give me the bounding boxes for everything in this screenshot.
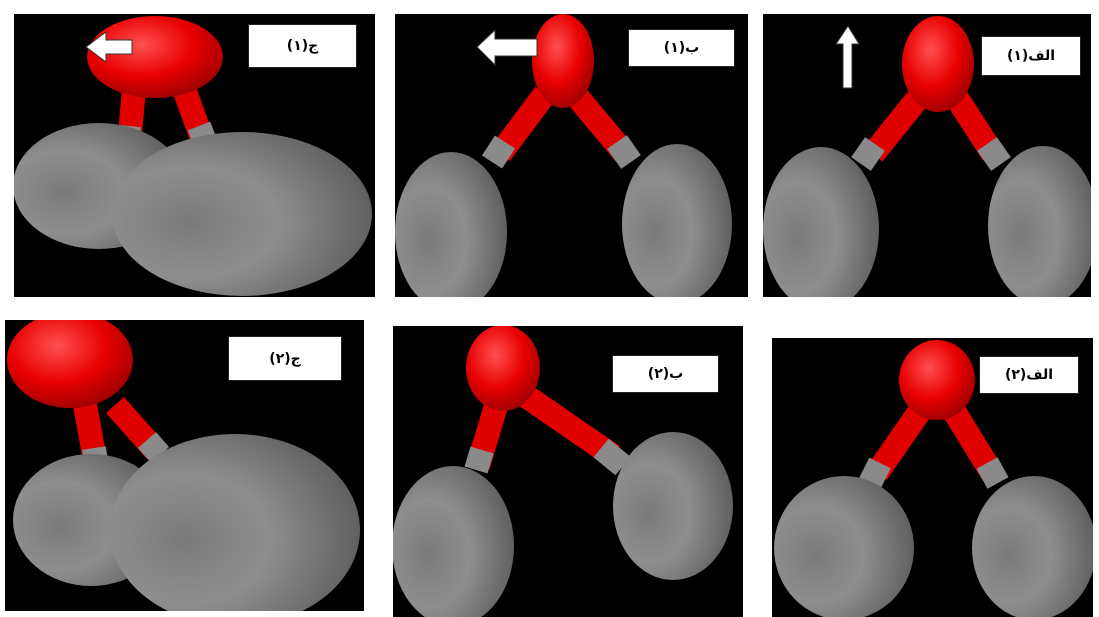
arrow-left-icon bbox=[476, 28, 538, 67]
panel-b2: ب(۲) bbox=[393, 326, 743, 617]
panel-b1: ب(۱) bbox=[395, 14, 748, 297]
panel-label-c1: ج(۱) bbox=[248, 24, 357, 68]
panel-label-b1: ب(۱) bbox=[628, 29, 735, 67]
panel-c1: ج(۱) bbox=[14, 14, 375, 297]
panel-label-b2: ب(۲) bbox=[612, 355, 719, 393]
panel-label-c2: ج(۲) bbox=[228, 336, 342, 381]
panel-a2: الف(۲) bbox=[772, 338, 1093, 617]
molecule-a2 bbox=[774, 340, 1093, 617]
panel-label-a2: الف(۲) bbox=[979, 356, 1079, 394]
panel-label-a1: الف(۱) bbox=[981, 36, 1081, 76]
molecule-c2 bbox=[7, 320, 360, 611]
molecule-a1 bbox=[763, 16, 1091, 297]
panel-c2: ج(۲) bbox=[5, 320, 364, 611]
molecule-c1 bbox=[14, 16, 372, 296]
arrow-left-icon bbox=[85, 31, 133, 63]
molecule-b2 bbox=[393, 326, 733, 617]
panel-a1: الف(۱) bbox=[763, 14, 1091, 297]
arrow-up-icon bbox=[835, 25, 860, 89]
molecule-b1 bbox=[395, 14, 732, 297]
